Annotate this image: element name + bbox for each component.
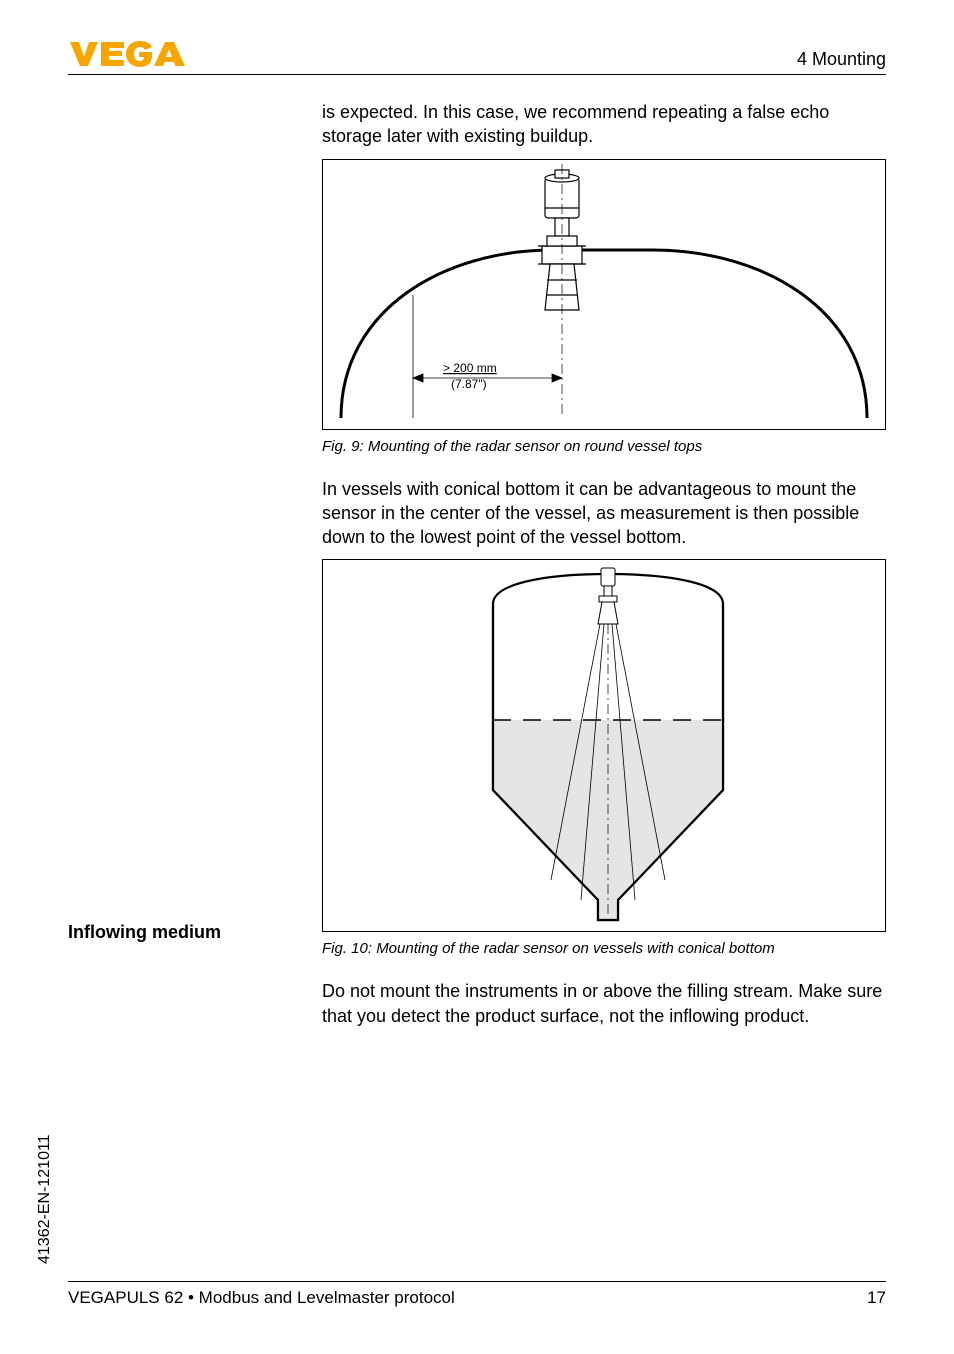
heading-inflowing: Inflowing medium [68,922,221,943]
para-inflowing: Do not mount the instruments in or above… [322,979,886,1028]
fig10-caption: Fig. 10: Mounting of the radar sensor on… [322,940,886,957]
para-buildup: is expected. In this case, we recommend … [322,100,886,149]
para-conical: In vessels with conical bottom it can be… [322,477,886,550]
fig9-dim-top: > 200 mm [443,361,497,375]
document-number: 41362-EN-121011 [36,1134,54,1264]
vega-logo [68,38,188,70]
footer-product: VEGAPULS 62 • Modbus and Levelmaster pro… [68,1288,455,1308]
figure-9: > 200 mm (7.87") [322,159,886,430]
figure-10 [322,559,886,932]
fig9-caption: Fig. 9: Mounting of the radar sensor on … [322,438,886,455]
fig9-dim-bottom: (7.87") [451,377,487,391]
page-number: 17 [867,1288,886,1308]
section-header: 4 Mounting [797,49,886,70]
